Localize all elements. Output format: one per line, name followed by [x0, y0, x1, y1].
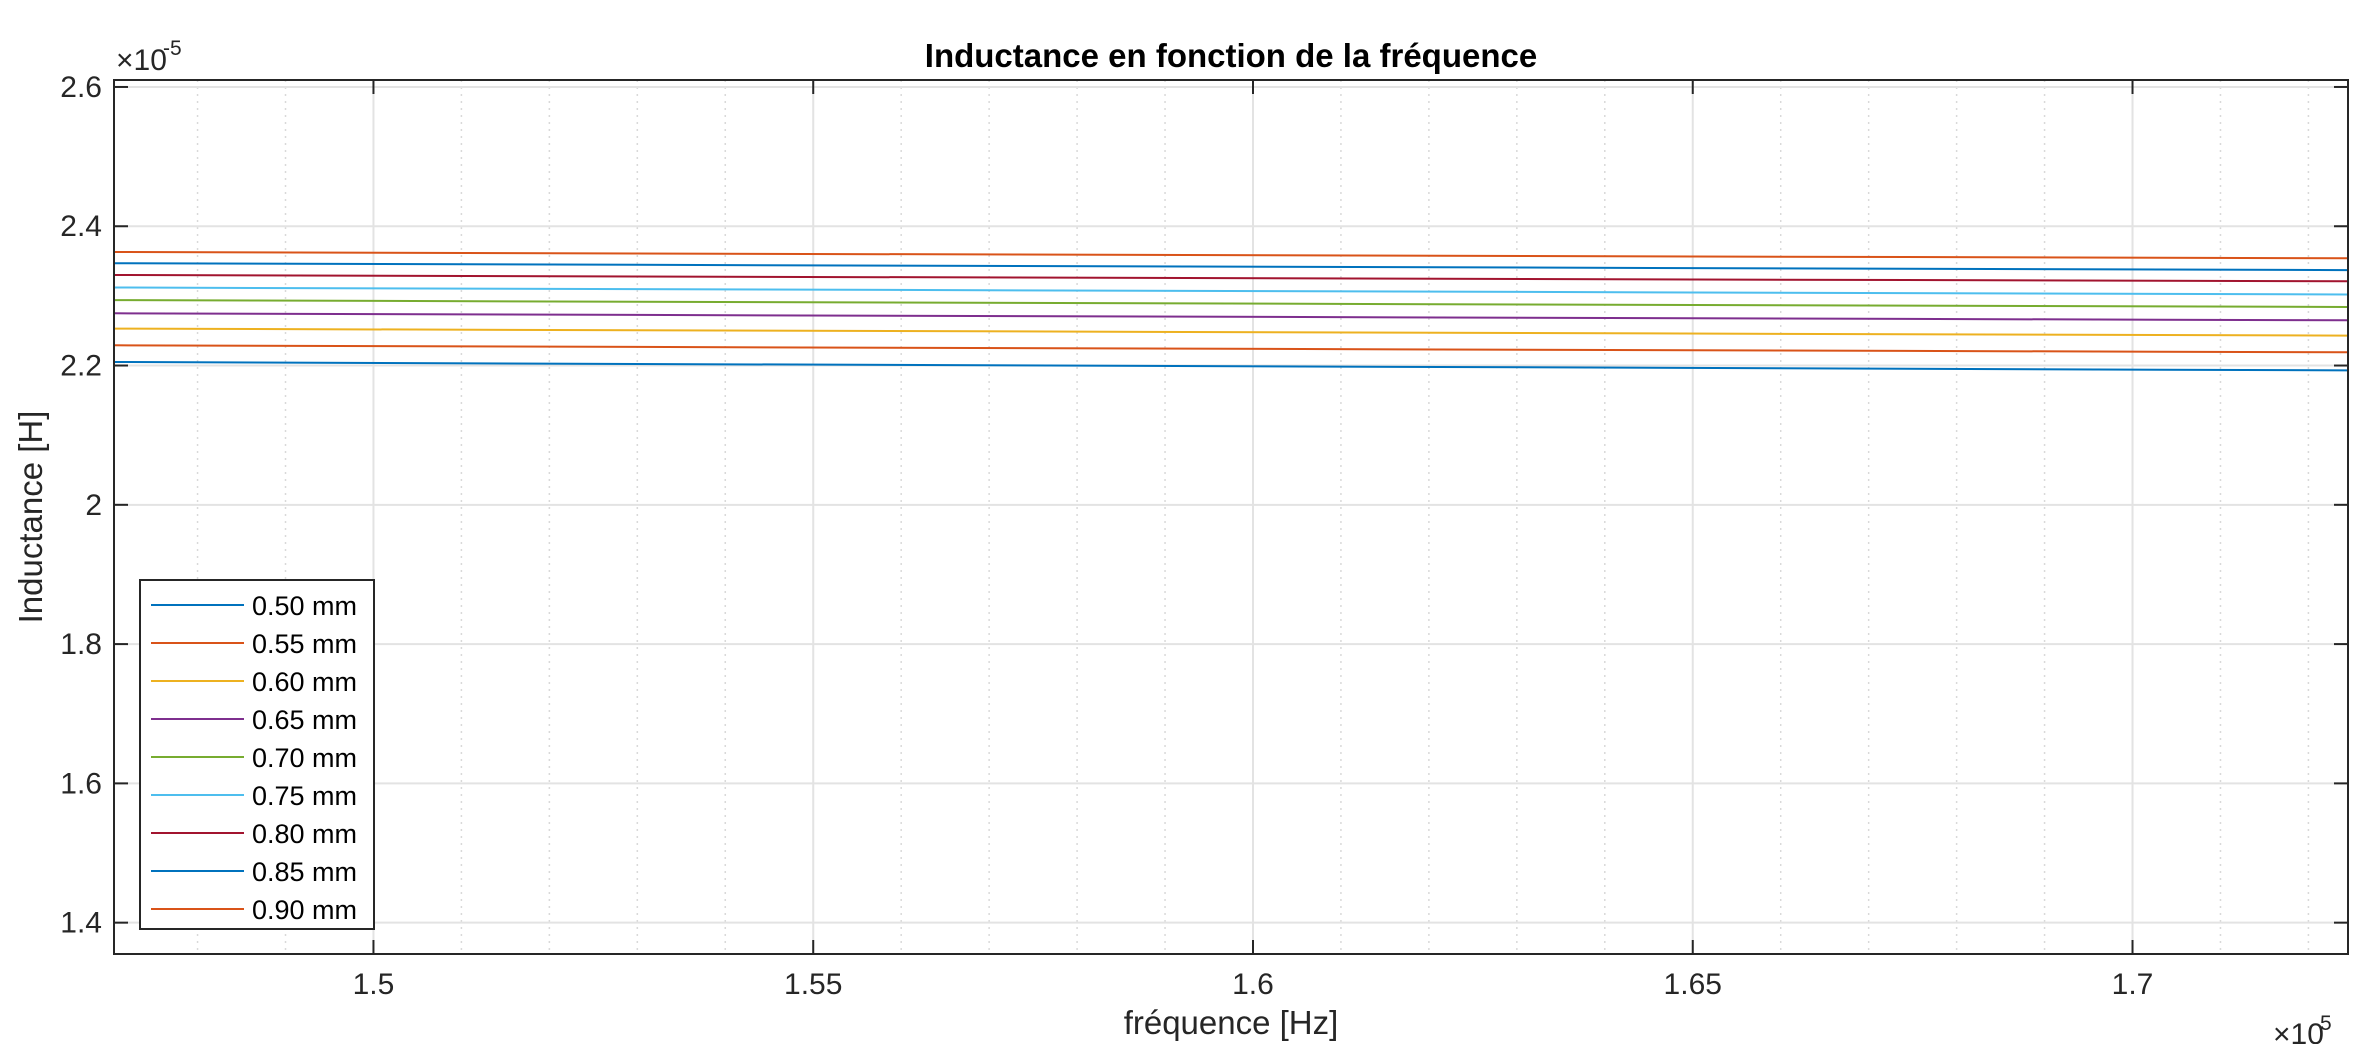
x-tick-labels: 1.5 1.55 1.6 1.65 1.7: [353, 968, 2154, 1001]
y-tick-label: 2: [85, 489, 102, 522]
y-tick-label: 1.4: [60, 907, 102, 940]
x-tick-label: 1.5: [353, 968, 395, 1001]
plot-area: [114, 80, 2348, 954]
series-line: [113, 299, 2349, 308]
series-line: [113, 274, 2349, 283]
y-tick-label: 1.8: [60, 628, 102, 661]
y-tick-label: 1.6: [60, 767, 102, 800]
series-line: [113, 251, 2349, 260]
major-grid: [114, 80, 2348, 954]
x-exponent-base: ×10: [2273, 1018, 2324, 1044]
legend-label: 0.60 mm: [252, 667, 357, 697]
legend-label: 0.65 mm: [252, 705, 357, 735]
series-line: [113, 344, 2349, 354]
y-exponent-base: ×10: [116, 44, 167, 77]
y-axis-label: Inductance [H]: [12, 411, 49, 624]
y-tick-label: 2.2: [60, 350, 102, 383]
legend-label: 0.80 mm: [252, 819, 357, 849]
y-exponent: ×10 -5: [116, 37, 182, 77]
series-line: [113, 361, 2349, 372]
series-lines: [113, 251, 2349, 372]
series-line: [113, 262, 2349, 272]
axes-box: [113, 79, 2349, 955]
x-tick-label: 1.6: [1232, 968, 1274, 1001]
x-tick-label: 1.7: [2112, 968, 2154, 1001]
x-tick-label: 1.65: [1664, 968, 1722, 1001]
y-tick-label: 2.6: [60, 71, 102, 104]
legend: 0.50 mm 0.55 mm 0.60 mm 0.65 mm 0.70 mm 0.75 …: [139, 579, 375, 930]
series-line: [113, 327, 2349, 337]
x-tick-label: 1.55: [784, 968, 842, 1001]
legend-label: 0.90 mm: [252, 895, 357, 925]
series-line: [113, 286, 2349, 296]
y-tick-labels: 1.4 1.6 1.8 2 2.2 2.4 2.6: [60, 71, 102, 940]
legend-label: 0.75 mm: [252, 781, 357, 811]
y-tick-label: 2.4: [60, 210, 102, 243]
legend-items: 0.50 mm 0.55 mm 0.60 mm 0.65 mm 0.70 mm 0.75 …: [151, 591, 357, 925]
legend-label: 0.70 mm: [252, 743, 357, 773]
x-exponent-power: 5: [2320, 1012, 2332, 1035]
legend-label: 0.55 mm: [252, 629, 357, 659]
x-axis-label: fréquence [Hz]: [1124, 1004, 1339, 1041]
legend-label: 0.50 mm: [252, 591, 357, 621]
chart-title: Inductance en fonction de la fréquence: [925, 37, 1537, 74]
series-line: [113, 312, 2349, 322]
axis-ticks: [114, 80, 2348, 954]
x-exponent: ×10 5: [2273, 1012, 2332, 1044]
y-exponent-power: -5: [163, 37, 182, 60]
legend-label: 0.85 mm: [252, 857, 357, 887]
